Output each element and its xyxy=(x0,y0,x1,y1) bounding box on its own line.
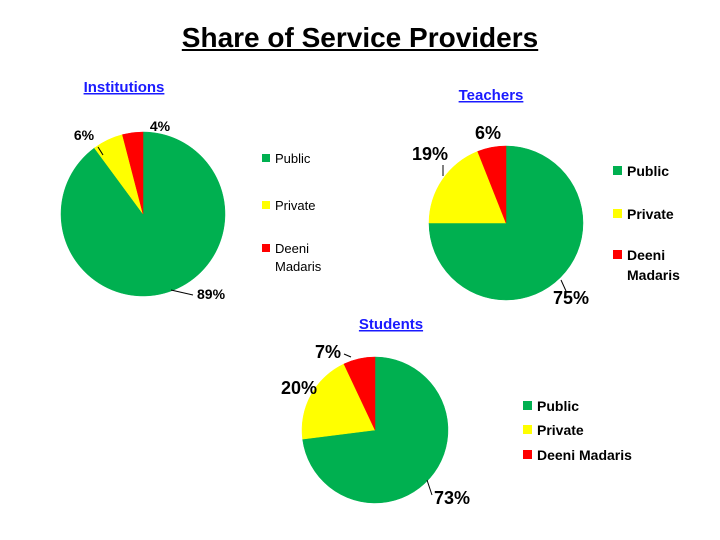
legend-swatch-public xyxy=(523,401,532,410)
chart-title: Teachers xyxy=(459,87,524,104)
legend-label-public: Public xyxy=(627,163,669,179)
legend-label-private: Private xyxy=(537,422,584,438)
legend-swatch-private xyxy=(262,201,270,209)
leader-line xyxy=(170,289,194,296)
data-label-public: 73% xyxy=(434,488,470,508)
pie-slice-private xyxy=(301,363,376,440)
legend-swatch-deeni-madaris xyxy=(523,450,532,459)
data-label-private: 20% xyxy=(281,378,317,398)
legend-swatch-private xyxy=(613,209,622,218)
legend-swatch-private xyxy=(523,425,532,434)
legend-label-deeni-madaris: Deeni Madaris xyxy=(627,247,680,283)
data-label-public: 75% xyxy=(553,288,589,308)
chart-students: Students 73% 20% 7% Public Private Deeni Madar… xyxy=(281,316,632,508)
legend-label-deeni-madaris: Deeni Madaris xyxy=(537,447,632,463)
legend-label-public: Public xyxy=(275,151,311,166)
chart-institutions: Institutions 89% 6% 4% Public Private Deeni Mad… xyxy=(60,79,322,302)
data-label-deeni-madaris: 7% xyxy=(315,342,341,362)
pie-slice-private xyxy=(428,151,507,224)
pie-slice-deeni-madaris xyxy=(343,356,376,431)
page-title: Share of Service Providers xyxy=(181,22,539,53)
pie-slice-public xyxy=(428,145,584,301)
leader-line xyxy=(426,479,433,496)
legend-label-deeni-madaris: Deeni Madaris xyxy=(275,241,322,274)
legend-swatch-deeni-madaris xyxy=(613,250,622,259)
leader-line xyxy=(560,279,567,292)
chart-teachers: Teachers 75% 19% 6% Public Private Deeni Madari… xyxy=(412,87,680,308)
legend-swatch-public xyxy=(262,154,270,162)
legend-swatch-public xyxy=(613,166,622,175)
chart-title: Students xyxy=(359,316,423,333)
legend-label-private: Private xyxy=(275,198,315,213)
legend-label-public: Public xyxy=(537,398,579,414)
data-label-deeni-madaris: 6% xyxy=(475,123,501,143)
leader-line xyxy=(97,146,104,156)
data-label-public: 89% xyxy=(197,286,226,302)
legend-swatch-deeni-madaris xyxy=(262,244,270,252)
data-label-private: 6% xyxy=(74,127,95,143)
pie-slice-deeni-madaris xyxy=(122,131,144,215)
leader-line xyxy=(343,353,352,358)
legend-label-private: Private xyxy=(627,206,674,222)
data-label-private: 19% xyxy=(412,144,448,164)
chart-title: Institutions xyxy=(84,79,165,96)
pie-slice-deeni-madaris xyxy=(477,145,507,224)
data-label-deeni-madaris: 4% xyxy=(150,118,171,134)
